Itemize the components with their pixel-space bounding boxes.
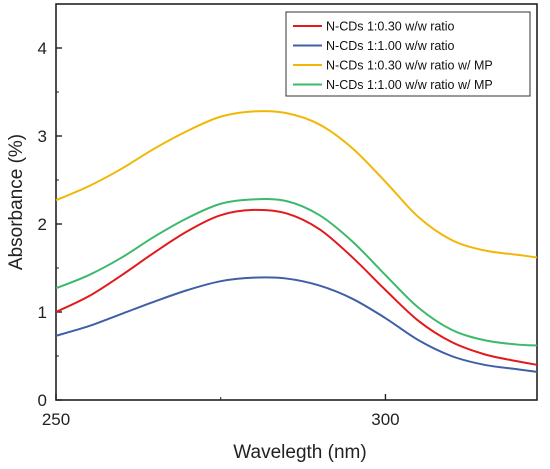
y-tick-label: 0 (38, 391, 47, 410)
y-tick-label: 4 (38, 39, 47, 58)
y-tick-label: 1 (38, 303, 47, 322)
y-tick-label: 2 (38, 215, 47, 234)
legend: N-CDs 1:0.30 w/w ratio N-CDs 1:1.00 w/w r… (285, 11, 531, 97)
series-layer (55, 110, 538, 373)
plot-frame (55, 3, 538, 401)
x-axis-ticks: 250 300 (42, 394, 400, 429)
y-tick-label: 3 (38, 127, 47, 146)
x-axis-title: Wavelegth (nm) (233, 442, 366, 463)
legend-box (285, 11, 531, 97)
y-axis-title: Absorbance (%) (6, 134, 27, 270)
x-tick-label: 300 (371, 410, 399, 429)
series-line-4 (55, 198, 538, 347)
legend-label-3: N-CDs 1:0.30 w/w ratio w/ MP (326, 59, 493, 73)
series-line-3 (55, 110, 538, 259)
legend-label-2: N-CDs 1:1.00 w/w ratio (326, 39, 455, 53)
series-line-2 (55, 276, 538, 373)
y-axis-ticks: 0 1 2 3 4 (38, 39, 62, 410)
legend-items: N-CDs 1:0.30 w/w ratio N-CDs 1:1.00 w/w r… (293, 20, 493, 92)
series-line-1 (55, 208, 538, 366)
legend-label-4: N-CDs 1:1.00 w/w ratio w/ MP (326, 78, 493, 92)
legend-label-1: N-CDs 1:0.30 w/w ratio (326, 20, 455, 34)
x-tick-label: 250 (42, 410, 70, 429)
